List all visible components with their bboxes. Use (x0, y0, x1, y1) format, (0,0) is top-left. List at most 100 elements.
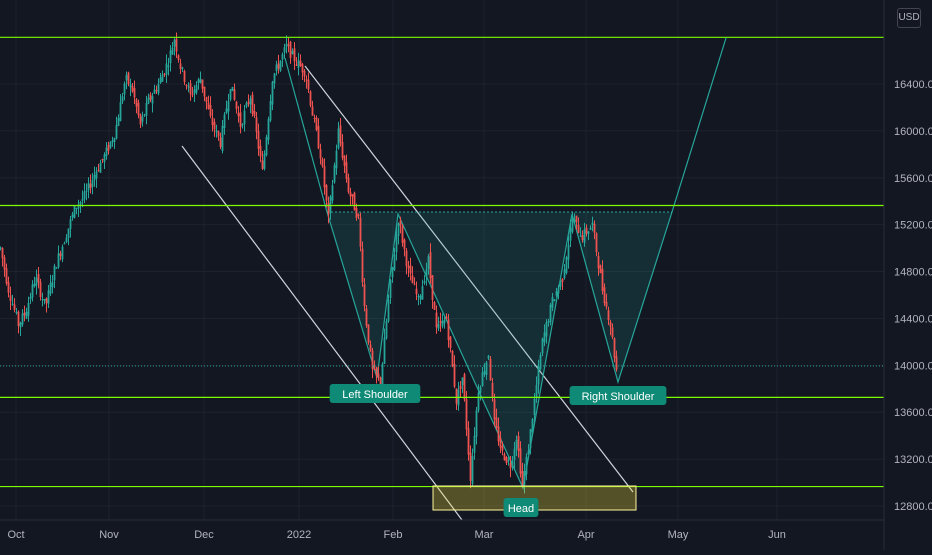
candle-body (349, 192, 352, 197)
candle-body (519, 448, 522, 474)
candle-body (351, 194, 354, 197)
candle-body (385, 320, 388, 339)
candle-body (119, 102, 122, 122)
candle-body (477, 392, 480, 411)
candle-body (347, 177, 350, 193)
candle-body (433, 302, 436, 310)
candle-body (511, 460, 514, 467)
candle-body (259, 145, 262, 157)
candle-body (423, 281, 426, 283)
candle-body (143, 114, 146, 116)
candle-body (97, 170, 100, 172)
candle-body (63, 243, 66, 245)
y-tick-label: 13200.0 (894, 454, 932, 466)
candle-body (273, 73, 276, 84)
annotation-badge (569, 386, 667, 405)
candle-body (355, 208, 358, 218)
candle-body (429, 252, 432, 279)
candle-body (157, 83, 160, 94)
candle-body (609, 322, 612, 327)
candle-body (113, 138, 116, 142)
candle-body (513, 448, 516, 460)
candle-body (245, 103, 248, 107)
candle-body (331, 185, 334, 201)
candle-body (469, 452, 472, 481)
candle-body (551, 297, 554, 308)
candle-body (297, 60, 300, 68)
candle-body (515, 439, 518, 449)
currency-label[interactable]: USD (897, 8, 921, 28)
candle-body (583, 229, 586, 243)
candle-body (1, 247, 4, 259)
candle-body (285, 43, 288, 47)
candle-body (151, 96, 154, 104)
channel-upper-line (304, 65, 634, 493)
candle-body (319, 149, 322, 159)
candle-body (121, 96, 124, 102)
candle-body (327, 202, 330, 215)
candle-body (59, 253, 62, 256)
candle-body (65, 237, 68, 243)
candle-body (169, 50, 172, 63)
candle-body (345, 162, 348, 179)
candle-body (209, 105, 212, 117)
candle-body (361, 248, 364, 283)
candle-body (595, 233, 598, 253)
candle-body (73, 205, 76, 218)
candle-body (415, 288, 418, 295)
candle-body (363, 284, 366, 307)
candle-body (5, 268, 8, 284)
candle-body (81, 198, 84, 201)
candle-body (409, 265, 412, 274)
candle-body (195, 85, 198, 93)
candle-body (13, 304, 16, 310)
candle-body (179, 63, 182, 69)
candle-body (99, 162, 102, 173)
candle-body (193, 89, 196, 94)
candle-body (539, 354, 542, 370)
candle-body (611, 327, 614, 337)
candle-body (219, 137, 222, 147)
candle-body (197, 79, 200, 83)
candle-body (393, 254, 396, 270)
candle-body (55, 267, 58, 269)
candle-body (571, 218, 574, 232)
candle-body (61, 246, 64, 260)
annotation-text: Right Shoulder (582, 391, 655, 403)
x-tick-label: Feb (384, 529, 403, 541)
x-tick-label: Dec (194, 529, 214, 541)
candle-body (337, 128, 340, 149)
y-tick-label: 13600.0 (894, 407, 932, 419)
candle-body (335, 150, 338, 169)
candle-body (177, 55, 180, 60)
candle-body (263, 153, 266, 170)
candle-body (503, 453, 506, 461)
candle-body (407, 266, 410, 269)
candle-body (305, 79, 308, 81)
candle-body (269, 101, 272, 121)
candle-body (481, 372, 484, 387)
candle-body (149, 94, 152, 100)
candle-body (399, 220, 402, 226)
candle-body (19, 322, 22, 328)
candle-body (367, 324, 370, 343)
candle-body (593, 223, 596, 233)
candle-body (239, 112, 242, 128)
candle-body (489, 359, 492, 381)
candle-body (309, 91, 312, 106)
candle-body (383, 337, 386, 364)
candle-body (207, 102, 210, 109)
candle-body (9, 295, 12, 301)
candle-body (397, 223, 400, 236)
candle-body (67, 228, 70, 239)
candle-body (171, 47, 174, 55)
pattern-fill (327, 212, 672, 488)
candle-body (533, 398, 536, 416)
candle-body (421, 286, 424, 300)
candle-body (211, 117, 214, 126)
y-axis: 12800.0 13200.0 13600.0 14000.0 14400.0 14800… (883, 0, 932, 550)
candle-body (77, 204, 80, 209)
candle-body (215, 130, 218, 133)
